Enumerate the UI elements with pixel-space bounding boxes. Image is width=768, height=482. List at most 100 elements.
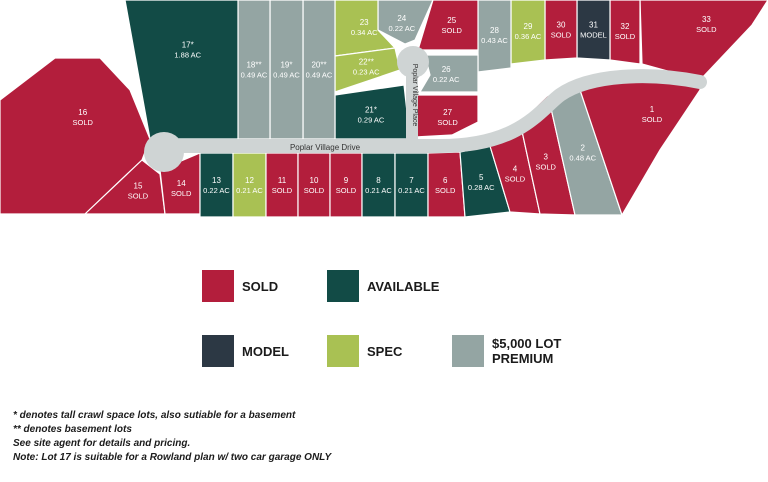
lot-3-number: 3 [544,153,549,162]
lot-3-detail: SOLD [536,163,557,172]
lot-9-detail: SOLD [336,186,357,195]
swatch-sold [202,270,234,302]
lot-27-number: 27 [443,108,452,117]
legend-sold: SOLD [202,270,278,302]
lot-13-number: 13 [212,176,221,185]
lot-5-number: 5 [479,173,484,182]
note-4: Note: Lot 17 is suitable for a Rowland p… [13,452,332,463]
swatch-spec [327,335,359,367]
note-1: * denotes tall crawl space lots, also su… [13,410,296,421]
swatch-premium [452,335,484,367]
lot-21-number: 21* [365,106,377,115]
lot-22-number: 22** [359,58,374,67]
lot-33-number: 33 [702,15,711,24]
lot-23-detail: 0.34 AC [351,28,378,37]
lot-16-number: 16 [78,108,87,117]
lot-20[interactable] [302,0,336,140]
lot-32-number: 32 [621,22,630,31]
lot-33-detail: SOLD [696,25,717,34]
lot-7-detail: 0.21 AC [398,186,425,195]
lot-31-number: 31 [589,21,598,30]
lot-1-number: 1 [650,105,655,114]
legend-premium-label: $5,000 LOT PREMIUM [492,336,561,366]
lot-15-number: 15 [134,182,143,191]
legend-sold-label: SOLD [242,278,279,294]
lot-18-number: 18** [246,61,261,70]
lot-20-number: 20** [311,61,326,70]
lot-14-detail: SOLD [171,189,192,198]
lot-30-number: 30 [557,21,566,30]
lot-6-number: 6 [443,176,448,185]
site-plan-map: Poplar Village Drive Poplar Village Plac… [0,0,768,218]
lot-12-detail: 0.21 AC [236,186,263,195]
lot-8[interactable] [361,152,396,218]
lot-13-detail: 0.22 AC [203,186,230,195]
footnotes: * denotes tall crawl space lots, also su… [13,409,331,465]
lot-19-number: 19* [280,61,292,70]
lot-5-detail: 0.28 AC [468,183,495,192]
lot-10[interactable] [297,152,331,218]
lot-25[interactable] [417,0,479,51]
lot-22-detail: 0.23 AC [353,68,380,77]
lot-29-detail: 0.36 AC [515,32,542,41]
lot-28-detail: 0.43 AC [481,36,508,45]
lot-17-detail: 1.88 AC [174,51,201,60]
lot-21-detail: 0.29 AC [358,116,385,125]
note-2: ** denotes basement lots [13,424,132,435]
lot-29-number: 29 [524,22,533,31]
lot-6-detail: SOLD [435,186,456,195]
legend-spec-label: SPEC [367,343,403,359]
lot-15-detail: SOLD [128,192,149,201]
legend-spec: SPEC [327,335,402,367]
cul-de-sac-north [397,46,429,78]
lot-18-detail: 0.49 AC [241,71,268,80]
swatch-model [202,335,234,367]
place-label: Poplar Village Place [411,64,418,127]
lot-1-detail: SOLD [642,115,663,124]
legend-model: MODEL [202,335,289,367]
lot-24-detail: 0.22 AC [388,24,415,33]
cul-de-sac-west [144,132,184,172]
legend-model-label: MODEL [242,343,289,359]
lot-13[interactable] [199,152,234,218]
roads: Poplar Village Drive Poplar Village Plac… [144,46,707,172]
lot-27-detail: SOLD [437,118,458,127]
lot-11-detail: SOLD [272,186,293,195]
lot-11[interactable] [265,152,299,218]
lot-26-detail: 0.22 AC [433,75,460,84]
lot-17-number: 17* [182,41,194,50]
lot-7-number: 7 [409,176,414,185]
lot-4-detail: SOLD [505,175,526,184]
lot-12-number: 12 [245,176,254,185]
lot-10-detail: SOLD [304,186,325,195]
lot-26-number: 26 [442,65,451,74]
lot-7[interactable] [394,152,429,218]
lot-30-detail: SOLD [551,31,572,40]
lot-8-detail: 0.21 AC [365,186,392,195]
lot-33[interactable] [639,0,768,81]
lot-9[interactable] [329,152,363,218]
legend-available: AVAILABLE [327,270,439,302]
drive-label: Poplar Village Drive [290,143,361,152]
legend-premium-line2: PREMIUM [492,351,554,366]
lot-19[interactable] [269,0,304,140]
lot-4-number: 4 [513,165,518,174]
lot-28-number: 28 [490,26,499,35]
lot-16-detail: SOLD [73,118,94,127]
lot-12[interactable] [232,152,267,218]
lot-8-number: 8 [376,176,381,185]
legend-available-label: AVAILABLE [367,278,440,294]
lot-2-number: 2 [581,143,586,152]
lot-18[interactable] [237,0,271,140]
lot-20-detail: 0.49 AC [306,71,333,80]
lot-31-detail: MODEL [580,31,607,40]
legend-premium-line1: $5,000 LOT [492,336,562,351]
lot-9-number: 9 [344,176,349,185]
lot-19-detail: 0.49 AC [273,71,300,80]
lot-25-detail: SOLD [442,26,463,35]
lot-26[interactable] [418,54,479,93]
lot-24-number: 24 [397,14,406,23]
lot-2-detail: 0.48 AC [569,153,596,162]
lot-32-detail: SOLD [615,32,636,41]
lot-14-number: 14 [177,179,186,188]
